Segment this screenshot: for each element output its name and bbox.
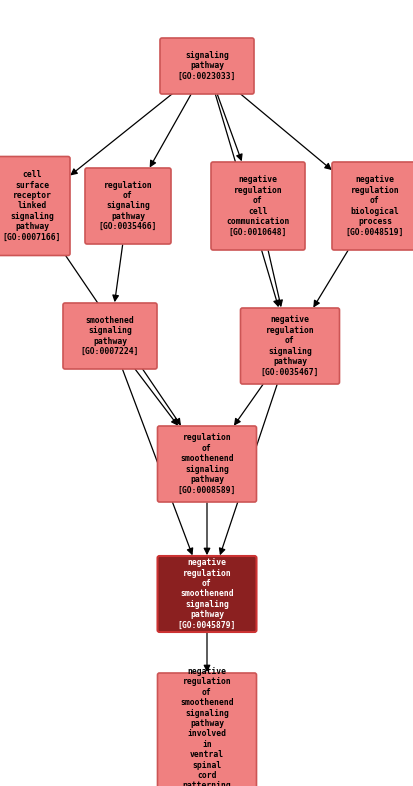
Text: negative
regulation
of
smoothenend
signaling
pathway
involved
in
ventral
spinal
: negative regulation of smoothenend signa… xyxy=(177,667,236,786)
Text: smoothened
signaling
pathway
[GO:0007224]: smoothened signaling pathway [GO:0007224… xyxy=(81,316,139,356)
Text: regulation
of
smoothenend
signaling
pathway
[GO:0008589]: regulation of smoothenend signaling path… xyxy=(177,434,236,494)
FancyBboxPatch shape xyxy=(159,38,254,94)
Text: negative
regulation
of
smoothenend
signaling
pathway
[GO:0045879]: negative regulation of smoothenend signa… xyxy=(177,558,236,630)
Text: negative
regulation
of
biological
process
[GO:0048519]: negative regulation of biological proces… xyxy=(345,175,403,237)
Text: signaling
pathway
[GO:0023033]: signaling pathway [GO:0023033] xyxy=(177,51,236,81)
FancyBboxPatch shape xyxy=(331,162,413,250)
Text: negative
regulation
of
signaling
pathway
[GO:0035467]: negative regulation of signaling pathway… xyxy=(260,315,318,376)
Text: negative
regulation
of
cell
communication
[GO:0010648]: negative regulation of cell communicatio… xyxy=(226,175,289,237)
Text: cell
surface
receptor
linked
signaling
pathway
[GO:0007166]: cell surface receptor linked signaling p… xyxy=(3,171,61,242)
Text: regulation
of
signaling
pathway
[GO:0035466]: regulation of signaling pathway [GO:0035… xyxy=(99,181,157,231)
FancyBboxPatch shape xyxy=(85,168,171,244)
FancyBboxPatch shape xyxy=(0,156,70,255)
FancyBboxPatch shape xyxy=(211,162,304,250)
FancyBboxPatch shape xyxy=(157,556,256,632)
FancyBboxPatch shape xyxy=(157,426,256,502)
FancyBboxPatch shape xyxy=(157,673,256,786)
FancyBboxPatch shape xyxy=(240,308,339,384)
FancyBboxPatch shape xyxy=(63,303,157,369)
